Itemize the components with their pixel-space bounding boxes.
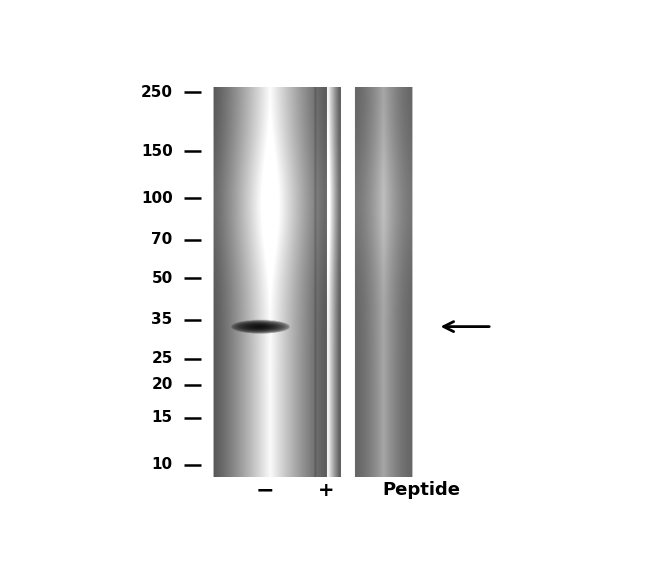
Text: 10: 10 [151, 457, 173, 472]
Text: 70: 70 [151, 232, 173, 247]
Text: 150: 150 [141, 143, 173, 159]
Text: 15: 15 [151, 410, 173, 426]
Text: 20: 20 [151, 377, 173, 392]
Text: +: + [318, 481, 335, 500]
Text: 25: 25 [151, 351, 173, 366]
Text: 100: 100 [141, 191, 173, 206]
Text: 50: 50 [151, 271, 173, 286]
Text: 250: 250 [140, 85, 173, 99]
Text: −: − [256, 480, 274, 500]
Text: Peptide: Peptide [382, 481, 460, 499]
Text: 35: 35 [151, 312, 173, 328]
